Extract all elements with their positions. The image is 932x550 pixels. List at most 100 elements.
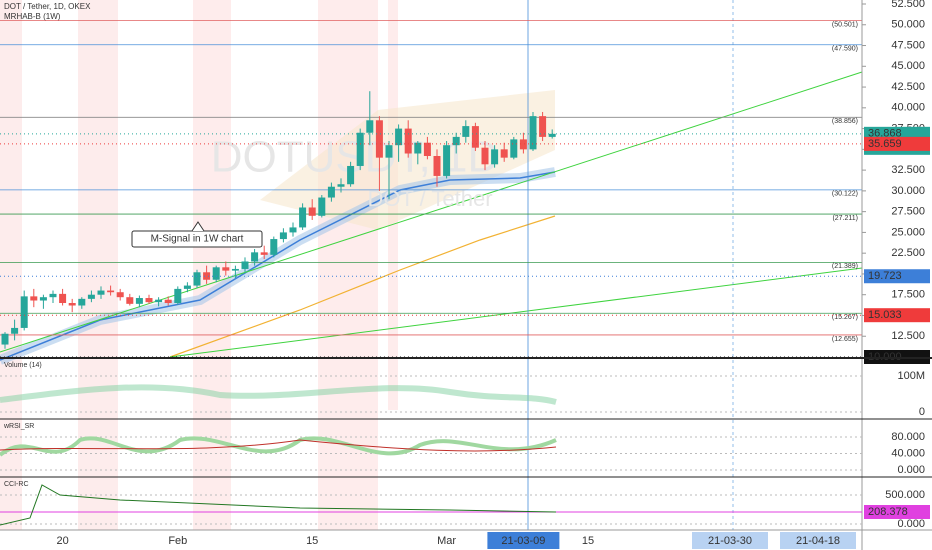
candle-body [126, 297, 134, 304]
candle-body [260, 252, 268, 255]
candle-body [174, 288, 182, 304]
candle-body [155, 299, 163, 303]
annotation-pointer [191, 221, 205, 232]
price-badge-label: 15.033 [868, 309, 902, 321]
pane-tick-label: 0.000 [897, 464, 925, 476]
watermark: DOTUSDT, 1D [211, 133, 499, 182]
candle-body [107, 290, 115, 293]
y-tick-label: 40.000 [891, 102, 925, 114]
level-label: (47.590) [832, 46, 858, 53]
pane-badge-label: 208.378 [868, 506, 908, 518]
x-tick-label: Mar [437, 535, 456, 547]
cci-line [0, 484, 557, 526]
x-tick-label: 15 [306, 535, 318, 547]
y-tick-label: 47.500 [891, 39, 925, 51]
candle-body [539, 116, 547, 137]
candle-body [241, 261, 249, 269]
x-tick-label: 21-03-30 [708, 535, 752, 547]
candle-body [519, 139, 527, 150]
x-tick-label: Feb [168, 535, 187, 547]
pane-title: Volume (14) [4, 362, 42, 369]
level-label: (30.122) [832, 191, 858, 198]
candle-body [30, 296, 38, 301]
candle-body [231, 268, 239, 271]
candle-body [481, 147, 489, 165]
price-badge-label: 36.868 [868, 128, 902, 140]
y-tick-label: 45.000 [891, 60, 925, 72]
trendline [169, 267, 863, 358]
wrsi-signal [0, 439, 557, 452]
candle-body [327, 186, 335, 198]
candle-body [68, 303, 76, 306]
x-tick-label: 21-03-09 [501, 535, 545, 547]
price-badge-label: 35.659 [868, 138, 902, 150]
candle-body [375, 120, 383, 158]
volume-area [0, 384, 557, 405]
candle-body [529, 116, 537, 150]
level-label: (15.267) [832, 314, 858, 321]
y-tick-label: 22.500 [891, 247, 925, 259]
candle-body [251, 252, 259, 262]
candle-body [491, 149, 499, 165]
candle-body [279, 232, 287, 240]
y-tick-label: 17.500 [891, 289, 925, 301]
candle-body [11, 327, 19, 334]
pane-badge [864, 505, 930, 519]
price-badge [864, 269, 930, 284]
date-badge [780, 532, 856, 549]
date-badge [487, 532, 560, 549]
level-label: (12.655) [832, 336, 858, 343]
candle-body [270, 239, 278, 255]
date-badge [692, 532, 768, 549]
y-tick-label: 52.500 [891, 0, 925, 10]
candle-body [471, 126, 479, 148]
candle-body [414, 142, 422, 154]
x-tick-label: 20 [56, 535, 68, 547]
candle-body [164, 299, 172, 304]
x-tick-label: 15 [582, 535, 594, 547]
candle-body [97, 290, 105, 295]
level-label: (38.856) [832, 118, 858, 125]
x-tick-label: 21-04-18 [796, 535, 840, 547]
y-tick-label: 30.000 [891, 185, 925, 197]
y-tick-label: 25.000 [891, 226, 925, 238]
candle-body [87, 294, 95, 299]
pane-tick-label: 0.000 [897, 518, 925, 530]
candle-body [423, 142, 431, 156]
candle-body [452, 136, 460, 146]
candle-body [318, 197, 326, 216]
candle-body [462, 126, 470, 137]
y-tick-label: 27.500 [891, 206, 925, 218]
pane-tick-label: 0 [919, 406, 925, 418]
candle-body [59, 293, 67, 304]
price-badge-label: 19.723 [868, 270, 902, 282]
candle-body [548, 133, 556, 137]
candle-body [347, 165, 355, 185]
pane-title: CCI-RC [4, 481, 29, 488]
candle-body [20, 296, 28, 328]
candle-body [212, 267, 220, 280]
candle-body [510, 139, 518, 158]
level-label: (50.501) [832, 21, 858, 28]
candle-body [183, 285, 191, 289]
ma-slow [169, 215, 556, 358]
candle-body [404, 128, 412, 154]
pane-tick-label: 500.000 [885, 489, 925, 501]
price-badge [864, 308, 930, 323]
wrsi-line [0, 436, 557, 457]
symbol: DOT / Tether, 1D, OKEX [4, 2, 91, 11]
candle-body [116, 292, 124, 298]
candle-body [337, 184, 345, 187]
candle-body [308, 207, 316, 216]
annotation: M-Signal in 1W chart [151, 234, 244, 245]
pane-title: wRSI_SR [3, 423, 34, 430]
candle-body [356, 132, 364, 166]
level-label: (21.389) [832, 263, 858, 270]
candle-body [443, 145, 451, 176]
y-tick-label: 42.500 [891, 81, 925, 93]
candle-body [299, 207, 307, 228]
candle-body [193, 272, 201, 286]
y-tick-label: 50.000 [891, 19, 925, 31]
pane-tick-label: 40.000 [891, 447, 925, 459]
